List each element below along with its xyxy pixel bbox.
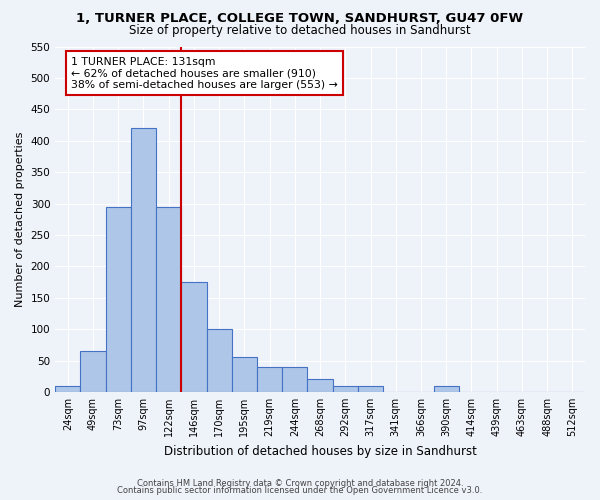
Bar [156,206,181,392]
Bar [332,386,358,392]
Text: Contains HM Land Registry data © Crown copyright and database right 2024.: Contains HM Land Registry data © Crown c… [137,478,463,488]
Text: 1, TURNER PLACE, COLLEGE TOWN, SANDHURST, GU47 0FW: 1, TURNER PLACE, COLLEGE TOWN, SANDHURST… [76,12,524,26]
Bar [358,386,383,392]
Bar [434,386,459,392]
X-axis label: Distribution of detached houses by size in Sandhurst: Distribution of detached houses by size … [164,444,476,458]
Bar [282,367,307,392]
Y-axis label: Number of detached properties: Number of detached properties [15,132,25,307]
Bar [55,386,80,392]
Bar [106,206,131,392]
Bar [307,380,332,392]
Bar [80,351,106,392]
Bar [206,329,232,392]
Bar [232,358,257,392]
Text: Contains public sector information licensed under the Open Government Licence v3: Contains public sector information licen… [118,486,482,495]
Bar [131,128,156,392]
Bar [181,282,206,392]
Text: 1 TURNER PLACE: 131sqm
← 62% of detached houses are smaller (910)
38% of semi-de: 1 TURNER PLACE: 131sqm ← 62% of detached… [71,57,338,90]
Text: Size of property relative to detached houses in Sandhurst: Size of property relative to detached ho… [129,24,471,37]
Bar [257,367,282,392]
